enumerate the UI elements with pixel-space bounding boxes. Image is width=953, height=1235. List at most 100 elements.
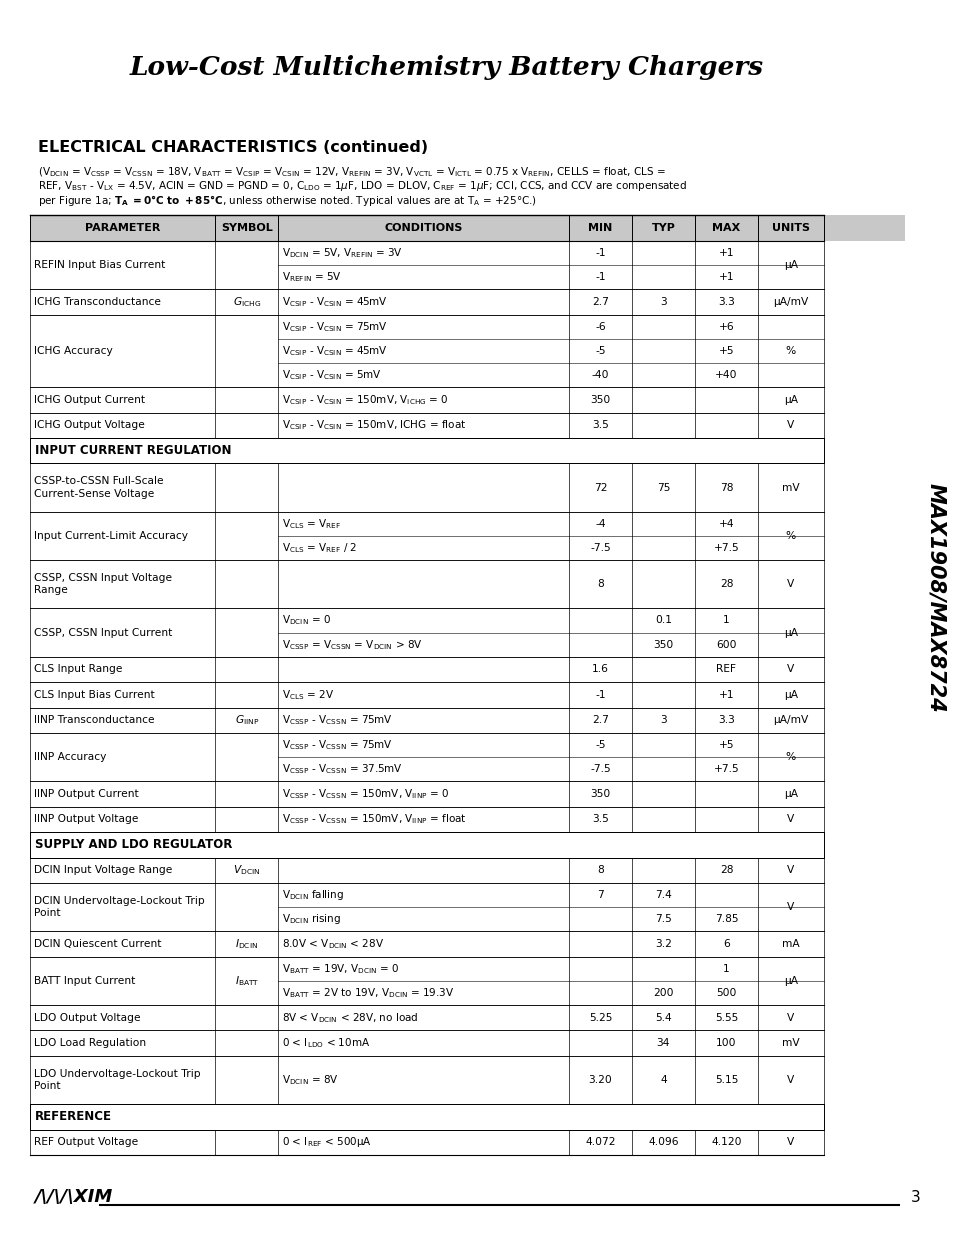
Text: 0 < I$_{\sf REF}$ < 500μA: 0 < I$_{\sf REF}$ < 500μA <box>282 1135 372 1150</box>
Text: V$_{\sf CSIP}$ - V$_{\sf CSIN}$ = 75mV: V$_{\sf CSIP}$ - V$_{\sf CSIN}$ = 75mV <box>282 320 388 333</box>
Text: 350: 350 <box>590 789 610 799</box>
Text: I$_{\sf BATT}$: I$_{\sf BATT}$ <box>234 974 259 988</box>
Text: G$_{\sf IINP}$: G$_{\sf IINP}$ <box>234 714 259 727</box>
Text: BATT Input Current: BATT Input Current <box>34 976 135 986</box>
Text: +40: +40 <box>715 370 737 380</box>
Text: V: V <box>786 664 794 674</box>
Text: V$_{\sf DCIN}$ rising: V$_{\sf DCIN}$ rising <box>282 913 341 926</box>
Text: mA: mA <box>781 939 799 948</box>
Text: SUPPLY AND LDO REGULATOR: SUPPLY AND LDO REGULATOR <box>35 839 233 851</box>
Text: V$_{\sf REFIN}$ = 5V: V$_{\sf REFIN}$ = 5V <box>282 270 342 284</box>
Text: V$_{\sf DCIN}$: V$_{\sf DCIN}$ <box>233 863 260 877</box>
Text: V$_{\sf CSSP}$ - V$_{\sf CSSN}$ = 150mV, V$_{\sf IINP}$ = float: V$_{\sf CSSP}$ - V$_{\sf CSSN}$ = 150mV,… <box>282 813 467 826</box>
Text: -5: -5 <box>595 740 605 750</box>
Text: 5.55: 5.55 <box>714 1013 738 1023</box>
Text: V$_{\sf CLS}$ = V$_{\sf REF}$: V$_{\sf CLS}$ = V$_{\sf REF}$ <box>282 517 341 531</box>
Text: 7.4: 7.4 <box>655 890 671 900</box>
Text: DCIN Quiescent Current: DCIN Quiescent Current <box>34 939 161 948</box>
Text: CSSP, CSSN Input Voltage
Range: CSSP, CSSN Input Voltage Range <box>34 573 172 595</box>
Text: 7.85: 7.85 <box>714 914 738 924</box>
Text: V: V <box>786 814 794 825</box>
Text: V: V <box>786 1074 794 1086</box>
Text: 4.096: 4.096 <box>648 1137 678 1147</box>
Text: μA: μA <box>783 976 797 986</box>
Text: +1: +1 <box>718 690 734 700</box>
Text: 78: 78 <box>719 483 733 493</box>
Text: +5: +5 <box>718 740 734 750</box>
Bar <box>30 1104 904 1130</box>
Text: CLS Input Bias Current: CLS Input Bias Current <box>34 690 154 700</box>
Text: 8: 8 <box>597 579 603 589</box>
Text: V$_{\sf CSSP}$ - V$_{\sf CSSN}$ = 150mV, V$_{\sf IINP}$ = 0: V$_{\sf CSSP}$ - V$_{\sf CSSN}$ = 150mV,… <box>282 787 450 800</box>
Text: G$_{\sf ICHG}$: G$_{\sf ICHG}$ <box>233 295 261 309</box>
Text: ICHG Accuracy: ICHG Accuracy <box>34 346 112 356</box>
Text: +6: +6 <box>718 322 734 332</box>
Text: μA/mV: μA/mV <box>772 298 807 308</box>
Text: -5: -5 <box>595 346 605 356</box>
Text: 3: 3 <box>910 1189 920 1204</box>
Bar <box>30 215 904 241</box>
Text: V$_{\sf BATT}$ = 19V, V$_{\sf DCIN}$ = 0: V$_{\sf BATT}$ = 19V, V$_{\sf DCIN}$ = 0 <box>282 962 399 976</box>
Text: TYP: TYP <box>651 224 675 233</box>
Text: CONDITIONS: CONDITIONS <box>384 224 462 233</box>
Text: CSSP, CSSN Input Current: CSSP, CSSN Input Current <box>34 627 172 637</box>
Text: μA: μA <box>783 690 797 700</box>
Text: -1: -1 <box>595 248 605 258</box>
Text: V$_{\sf CSIP}$ - V$_{\sf CSIN}$ = 45mV: V$_{\sf CSIP}$ - V$_{\sf CSIN}$ = 45mV <box>282 295 388 309</box>
Text: μA: μA <box>783 627 797 637</box>
Text: -7.5: -7.5 <box>590 764 610 774</box>
Text: 0.1: 0.1 <box>655 615 671 625</box>
Text: 8V < V$_{\sf DCIN}$ < 28V, no load: 8V < V$_{\sf DCIN}$ < 28V, no load <box>282 1010 418 1025</box>
Text: REF: REF <box>716 664 736 674</box>
Text: SYMBOL: SYMBOL <box>221 224 273 233</box>
Text: 3: 3 <box>659 715 666 725</box>
Text: REF Output Voltage: REF Output Voltage <box>34 1137 138 1147</box>
Text: 3.2: 3.2 <box>655 939 671 948</box>
Text: 8.0V < V$_{\sf DCIN}$ < 28V: 8.0V < V$_{\sf DCIN}$ < 28V <box>282 937 384 951</box>
Text: /\/\/\XIM: /\/\/\XIM <box>35 1188 113 1207</box>
Text: V$_{\sf DCIN}$ = 5V, V$_{\sf REFIN}$ = 3V: V$_{\sf DCIN}$ = 5V, V$_{\sf REFIN}$ = 3… <box>282 246 403 261</box>
Text: 8: 8 <box>597 866 603 876</box>
Text: MAX: MAX <box>712 224 740 233</box>
Text: %: % <box>785 346 795 356</box>
Text: LDO Output Voltage: LDO Output Voltage <box>34 1013 140 1023</box>
Text: 4: 4 <box>659 1074 666 1086</box>
Text: per Figure 1a; $\bf{T_A}$ $\bf{= 0°C\ to\ +85°C}$, unless otherwise noted. Typic: per Figure 1a; $\bf{T_A}$ $\bf{= 0°C\ to… <box>38 193 537 207</box>
Text: μA: μA <box>783 261 797 270</box>
Text: 72: 72 <box>593 483 607 493</box>
Text: V$_{\sf CSSP}$ = V$_{\sf CSSN}$ = V$_{\sf DCIN}$ > 8V: V$_{\sf CSSP}$ = V$_{\sf CSSN}$ = V$_{\s… <box>282 637 423 652</box>
Text: 100: 100 <box>716 1039 736 1049</box>
Text: INPUT CURRENT REGULATION: INPUT CURRENT REGULATION <box>35 445 232 457</box>
Text: V$_{\sf CSIP}$ - V$_{\sf CSIN}$ = 45mV: V$_{\sf CSIP}$ - V$_{\sf CSIN}$ = 45mV <box>282 345 388 358</box>
Text: -7.5: -7.5 <box>590 543 610 553</box>
Text: 34: 34 <box>656 1039 670 1049</box>
Bar <box>30 438 904 463</box>
Text: ICHG Output Voltage: ICHG Output Voltage <box>34 420 145 430</box>
Text: +7.5: +7.5 <box>713 543 739 553</box>
Text: V$_{\sf CSIP}$ - V$_{\sf CSIN}$ = 150mV, ICHG = float: V$_{\sf CSIP}$ - V$_{\sf CSIN}$ = 150mV,… <box>282 419 466 432</box>
Text: 75: 75 <box>656 483 670 493</box>
Text: 3: 3 <box>659 298 666 308</box>
Text: 28: 28 <box>719 579 733 589</box>
Text: μA: μA <box>783 395 797 405</box>
Text: Low-Cost Multichemistry Battery Chargers: Low-Cost Multichemistry Battery Chargers <box>130 56 763 80</box>
Text: 28: 28 <box>719 866 733 876</box>
Text: (V$_{\sf DCIN}$ = V$_{\sf CSSP}$ = V$_{\sf CSSN}$ = 18V, V$_{\sf BATT}$ = V$_{\s: (V$_{\sf DCIN}$ = V$_{\sf CSSP}$ = V$_{\… <box>38 165 665 179</box>
Text: V$_{\sf BATT}$ = 2V to 19V, V$_{\sf DCIN}$ = 19.3V: V$_{\sf BATT}$ = 2V to 19V, V$_{\sf DCIN… <box>282 986 455 1000</box>
Text: +4: +4 <box>718 519 734 529</box>
Text: 350: 350 <box>590 395 610 405</box>
Text: IINP Output Current: IINP Output Current <box>34 789 138 799</box>
Text: 1.6: 1.6 <box>592 664 608 674</box>
Text: 7.5: 7.5 <box>655 914 671 924</box>
Text: V$_{\sf CSSP}$ - V$_{\sf CSSN}$ = 75mV: V$_{\sf CSSP}$ - V$_{\sf CSSN}$ = 75mV <box>282 714 393 727</box>
Text: CLS Input Range: CLS Input Range <box>34 664 122 674</box>
Text: MAX1908/MAX8724: MAX1908/MAX8724 <box>925 483 945 713</box>
Text: CSSP-to-CSSN Full-Scale
Current-Sense Voltage: CSSP-to-CSSN Full-Scale Current-Sense Vo… <box>34 477 164 499</box>
Text: IINP Accuracy: IINP Accuracy <box>34 752 107 762</box>
Text: V: V <box>786 579 794 589</box>
Text: V$_{\sf CSIP}$ - V$_{\sf CSIN}$ = 150mV, V$_{\sf ICHG}$ = 0: V$_{\sf CSIP}$ - V$_{\sf CSIN}$ = 150mV,… <box>282 393 449 406</box>
Text: -40: -40 <box>591 370 609 380</box>
Text: 6: 6 <box>722 939 729 948</box>
Text: +5: +5 <box>718 346 734 356</box>
Text: MIN: MIN <box>588 224 612 233</box>
